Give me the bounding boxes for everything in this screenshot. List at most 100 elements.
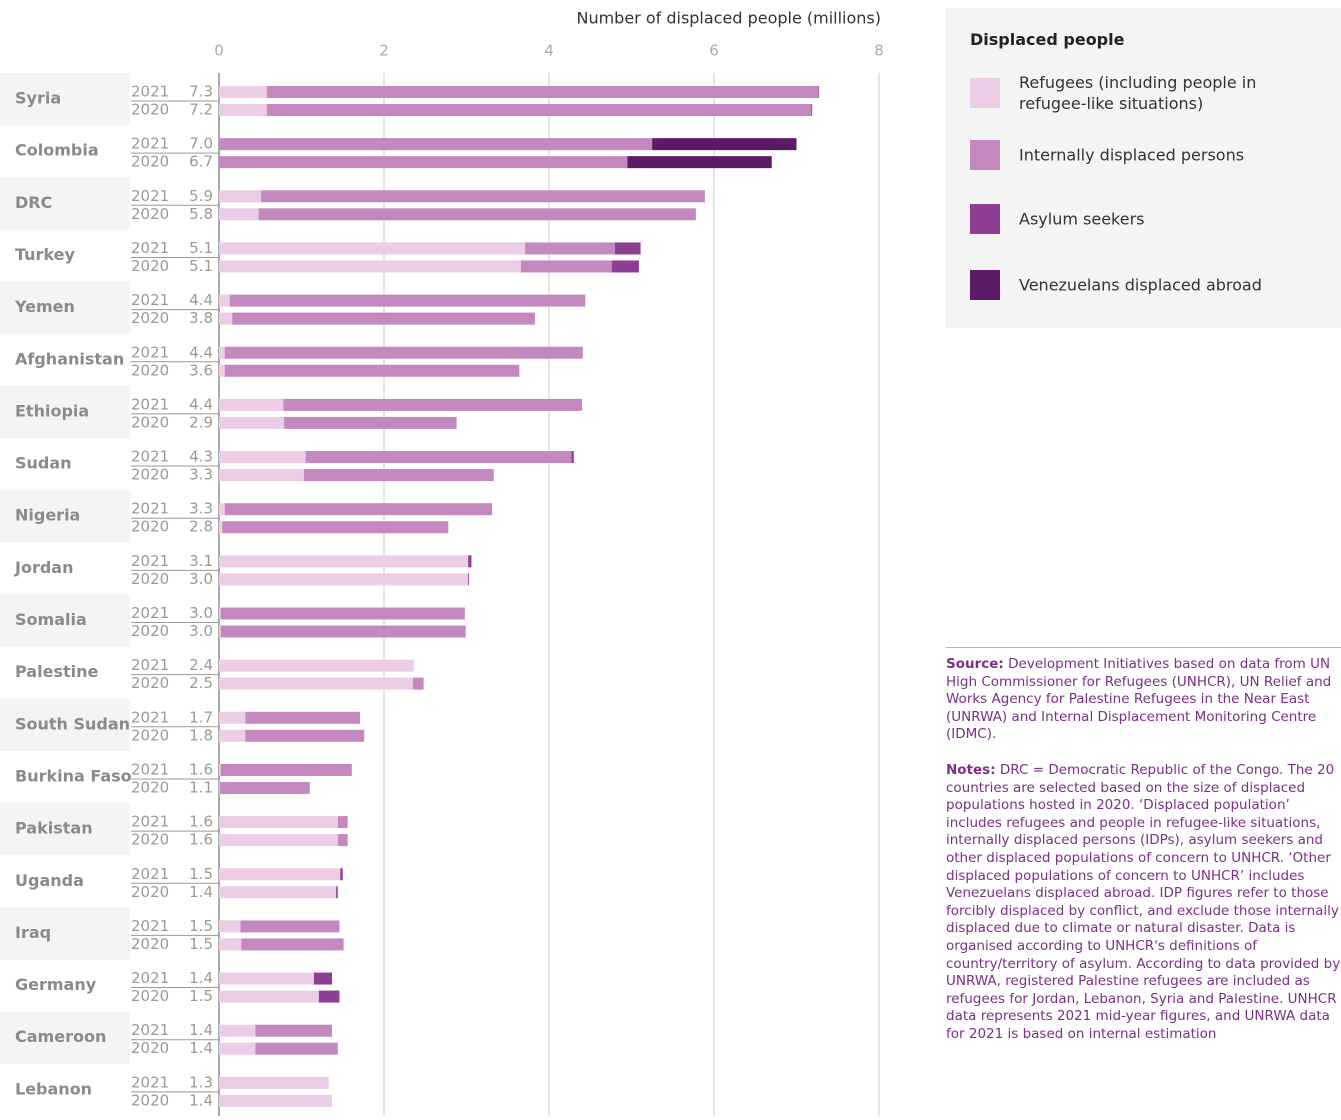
bar-segment <box>219 816 338 829</box>
bar-segment <box>318 990 340 1003</box>
legend: Displaced people Refugees (including peo… <box>946 8 1341 328</box>
bar-segment <box>219 990 319 1003</box>
value-label: 1.8 <box>189 726 213 744</box>
category-label: Turkey <box>15 245 76 264</box>
value-label: 1.5 <box>189 935 213 953</box>
year-label: 2020 <box>131 153 169 171</box>
bar-segment <box>219 364 225 377</box>
bar-segment <box>222 521 449 534</box>
bar-segment <box>219 781 310 794</box>
bar-segment <box>219 242 526 255</box>
bar-segment <box>303 469 494 482</box>
bar-segment <box>261 190 705 203</box>
value-label: 5.8 <box>189 205 213 223</box>
category-label: Syria <box>15 89 61 108</box>
value-label: 1.5 <box>189 987 213 1005</box>
value-label: 2.5 <box>189 674 213 692</box>
bar-segment <box>219 659 414 672</box>
bar-segment <box>240 920 340 933</box>
year-label: 2021 <box>131 239 169 257</box>
value-label: 7.3 <box>189 83 213 101</box>
bar-segment <box>219 868 341 881</box>
year-label: 2020 <box>131 570 169 588</box>
bar-segment <box>336 886 338 899</box>
value-label: 1.4 <box>189 1039 213 1057</box>
year-label: 2020 <box>131 466 169 484</box>
category-label: Yemen <box>14 297 75 316</box>
bar-segment <box>219 555 469 568</box>
value-label: 1.4 <box>189 969 213 987</box>
category-label: Germany <box>15 975 97 994</box>
value-label: 4.3 <box>189 448 213 466</box>
year-label: 2021 <box>131 1021 169 1039</box>
legend-label: Venezuelans displaced abroad <box>1019 275 1262 295</box>
bar-segment <box>219 729 246 742</box>
category-label: Ethiopia <box>15 401 89 420</box>
year-label: 2021 <box>131 500 169 518</box>
value-label: 1.7 <box>189 708 213 726</box>
value-label: 3.6 <box>189 361 213 379</box>
bar-segment <box>219 451 306 464</box>
bar-segment <box>219 1024 256 1037</box>
x-tick-label: 4 <box>544 42 554 60</box>
bar-segment <box>219 607 221 620</box>
year-label: 2021 <box>131 552 169 570</box>
bar-segment <box>219 1042 256 1055</box>
bar-segment <box>224 503 493 516</box>
category-label: Burkina Faso <box>15 766 132 785</box>
legend-label: Internally displaced persons <box>1019 145 1245 165</box>
bar-segment <box>219 260 521 273</box>
value-label: 4.4 <box>189 395 213 413</box>
bar-segment <box>219 521 223 534</box>
year-label: 2020 <box>131 309 169 327</box>
bar-segment <box>305 451 572 464</box>
bar-segment <box>219 346 225 359</box>
row-background <box>0 281 130 334</box>
year-label: 2020 <box>131 361 169 379</box>
bar-segment <box>627 156 772 169</box>
source-text: Development Initiatives based on data fr… <box>946 656 1332 743</box>
year-label: 2021 <box>131 865 169 883</box>
bar-segment <box>219 190 262 203</box>
year-label: 2021 <box>131 135 169 153</box>
legend-label: Asylum seekers <box>1019 209 1145 229</box>
bar-segment <box>220 625 466 638</box>
bar-segment <box>219 1076 329 1089</box>
notes-text: DRC = Democratic Republic of the Congo. … <box>946 761 1341 1042</box>
x-tick-label: 0 <box>214 42 224 60</box>
row-background <box>0 177 130 230</box>
legend-label: Refugees (including people in refugee-li… <box>1019 73 1257 113</box>
category-label: Nigeria <box>15 506 80 525</box>
x-axis-title: Number of displaced people (millions) <box>576 9 881 28</box>
year-label: 2021 <box>131 291 169 309</box>
source-label: Source: <box>946 656 1004 672</box>
legend-item: Venezuelans displaced abroad <box>970 270 1330 300</box>
x-tick-label: 6 <box>709 42 719 60</box>
row-background <box>0 1011 130 1064</box>
bar-segment <box>219 920 241 933</box>
bar-segment <box>255 1042 338 1055</box>
category-label: Jordan <box>14 558 73 577</box>
category-label: DRC <box>15 193 52 212</box>
bar-segment <box>229 294 586 307</box>
row-background <box>0 73 130 126</box>
year-label: 2021 <box>131 969 169 987</box>
year-label: 2020 <box>131 987 169 1005</box>
bar-segment <box>340 868 343 881</box>
bar-segment <box>219 1094 333 1107</box>
legend-swatch <box>970 78 1000 108</box>
legend-swatch <box>970 140 1000 170</box>
bar-segment <box>219 208 259 221</box>
legend-swatch <box>970 204 1000 234</box>
bar-segment <box>219 416 285 429</box>
source: Source: Development Initiatives based on… <box>946 656 1341 744</box>
year-label: 2020 <box>131 518 169 536</box>
category-label: South Sudan <box>15 714 130 733</box>
bar-segment <box>219 972 314 985</box>
year-label: 2020 <box>131 726 169 744</box>
value-label: 6.7 <box>189 153 213 171</box>
x-tick-label: 8 <box>874 42 884 60</box>
value-label: 4.4 <box>189 291 213 309</box>
category-label: Palestine <box>15 662 98 681</box>
